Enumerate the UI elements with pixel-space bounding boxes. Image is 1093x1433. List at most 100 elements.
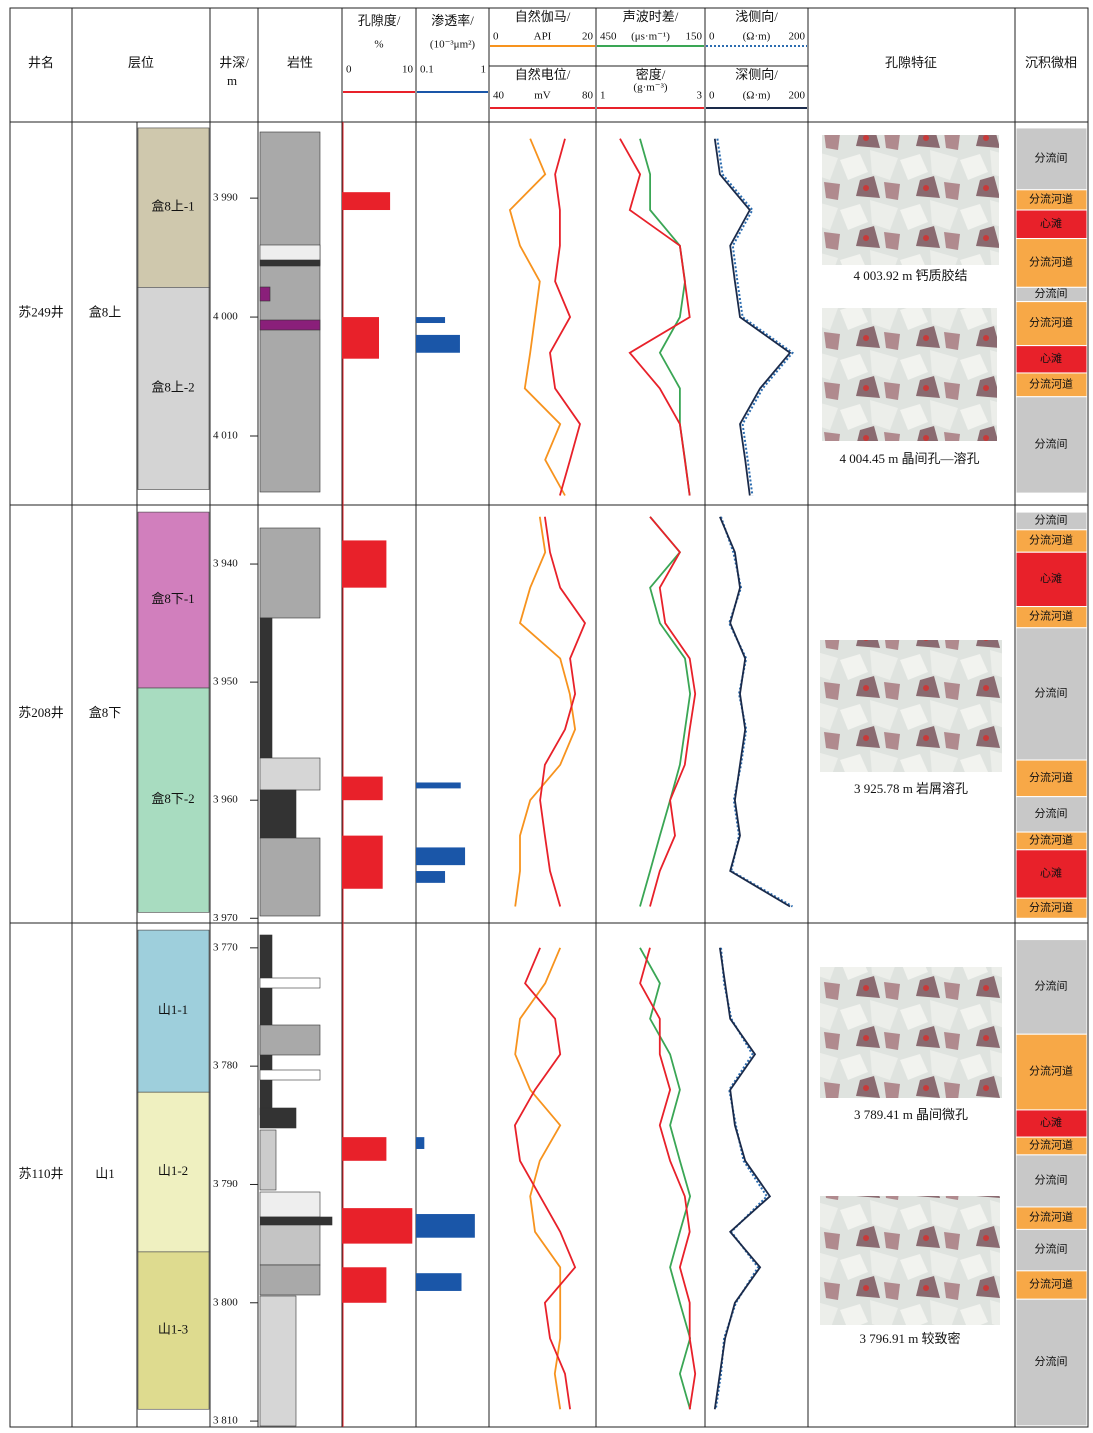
thin-section-photo [820, 967, 1002, 1098]
facies-label: 分流间 [1035, 1354, 1068, 1368]
permeability-bar [416, 847, 465, 865]
porosity-bar [342, 777, 383, 801]
figure: 井名 层位 井深/ m 岩性 孔隙特征 沉积微相 孔隙度/%010渗透率/(10… [0, 0, 1093, 1428]
zone-label: 盒8上-2 [151, 379, 194, 394]
scale-label: 0 [709, 31, 715, 43]
log-curve [515, 948, 575, 1410]
header-cell: 岩性 [287, 55, 313, 70]
depth-label: 4 010 [213, 430, 238, 442]
track-title: 密度/ [636, 67, 666, 82]
zone-label: 盒8上-1 [151, 199, 194, 214]
track-title: 自然伽马/ [515, 9, 571, 24]
facies-label: 分流间 [1035, 512, 1068, 526]
porosity-bar [342, 836, 383, 889]
scale-label: 1 [481, 64, 487, 76]
depth-label: 3 810 [213, 1415, 238, 1427]
lithology-bed [260, 1217, 332, 1225]
depth-label: 3 780 [213, 1060, 238, 1072]
scale-label: 200 [789, 90, 806, 102]
facies-label: 分流河道 [1029, 609, 1073, 623]
photo-caption: 3 796.91 m 较致密 [859, 1331, 960, 1346]
facies-label: 心滩 [1040, 571, 1062, 585]
formation: 盒8上 [89, 304, 122, 319]
page: {"header":{"well":"井名","layer":"层位","dep… [0, 0, 1093, 1433]
scale-label: 0 [709, 90, 715, 102]
track-title: 浅侧向/ [735, 9, 778, 24]
lithology-bed [260, 618, 272, 758]
track-unit: (Ω·m) [743, 31, 771, 43]
permeability-bar [416, 1214, 475, 1238]
depth-label: 3 790 [213, 1178, 238, 1190]
header-cell: 层位 [128, 55, 154, 70]
track-title: 深侧向/ [735, 67, 778, 82]
scale-label: 0 [346, 64, 352, 76]
photo-caption: 4 004.45 m 晶间孔—溶孔 [839, 451, 979, 466]
facies-label: 分流河道 [1029, 376, 1073, 390]
header-cell: 井名 [28, 55, 54, 70]
lithology-bed [260, 838, 320, 916]
formation: 盒8下 [89, 705, 122, 720]
porosity-bar [342, 1267, 386, 1302]
lithology-bed [260, 1225, 320, 1265]
photo-caption: 3 925.78 m 岩屑溶孔 [854, 781, 968, 796]
facies-label: 分流河道 [1029, 1064, 1073, 1078]
facies-label: 分流河道 [1029, 832, 1073, 846]
porosity-bar [342, 1137, 386, 1161]
facies-label: 分流河道 [1029, 900, 1073, 914]
log-curve [540, 517, 585, 907]
lithology-bed [260, 1296, 296, 1426]
thin-section-photo [820, 640, 1002, 772]
depth-label: 4 000 [213, 311, 238, 323]
depth-label: 3 800 [213, 1296, 238, 1308]
scale-label: 200 [789, 31, 806, 43]
lithology-bed [260, 1070, 320, 1080]
zone-label: 山1-3 [158, 1322, 188, 1337]
zone-label: 盒8下-2 [151, 791, 194, 806]
well-name: 苏110井 [18, 1166, 63, 1181]
permeability-bar [416, 1273, 461, 1291]
lithology-bed [260, 1192, 320, 1217]
log-curve [640, 517, 690, 907]
lithology-bed [260, 528, 320, 618]
permeability-bar [416, 782, 461, 788]
scale-label: 0.1 [420, 64, 434, 76]
facies-label: 分流间 [1035, 436, 1068, 450]
porosity-bar [342, 192, 390, 210]
track-title: 渗透率/ [431, 13, 474, 28]
lithology-bed [260, 758, 320, 790]
facies-label: 心滩 [1040, 866, 1062, 880]
header-cell: 孔隙特征 [885, 55, 937, 70]
scale-label: 3 [697, 90, 703, 102]
log-curve [640, 948, 690, 1410]
header-cell: 井深/ [219, 55, 249, 70]
thin-section-photo [820, 1196, 1000, 1325]
scale-label: 0 [493, 31, 499, 43]
facies-label: 分流间 [1035, 978, 1068, 992]
facies-label: 分流河道 [1029, 1277, 1073, 1291]
facies-label: 分流河道 [1029, 191, 1073, 205]
log-curve [717, 139, 792, 496]
facies-label: 分流河道 [1029, 770, 1073, 784]
log-curve [715, 948, 770, 1410]
track-unit: (10⁻³μm²) [430, 39, 476, 51]
zone-label: 盒8下-1 [151, 591, 194, 606]
facies-label: 分流间 [1035, 806, 1068, 820]
scale-label: 450 [600, 31, 617, 43]
facies-label: 分流间 [1035, 685, 1068, 699]
well-name: 苏249井 [18, 304, 64, 319]
facies-label: 心滩 [1040, 1115, 1062, 1129]
depth-label: 3 770 [213, 941, 238, 953]
log-curve [550, 139, 580, 496]
header-cell: m [227, 73, 237, 88]
log-curve [640, 948, 695, 1410]
porosity-bar [342, 540, 386, 587]
scale-label: 150 [686, 31, 703, 43]
track-unit: (g·m⁻³) [633, 82, 667, 94]
lithology-bed [260, 260, 320, 266]
lithology-bed [260, 1265, 320, 1295]
track-unit: (Ω·m) [743, 90, 771, 102]
scale-label: 20 [582, 31, 594, 43]
lithology-bed [260, 978, 320, 988]
zone-label: 山1-1 [158, 1002, 188, 1017]
formation: 山1 [95, 1166, 115, 1181]
